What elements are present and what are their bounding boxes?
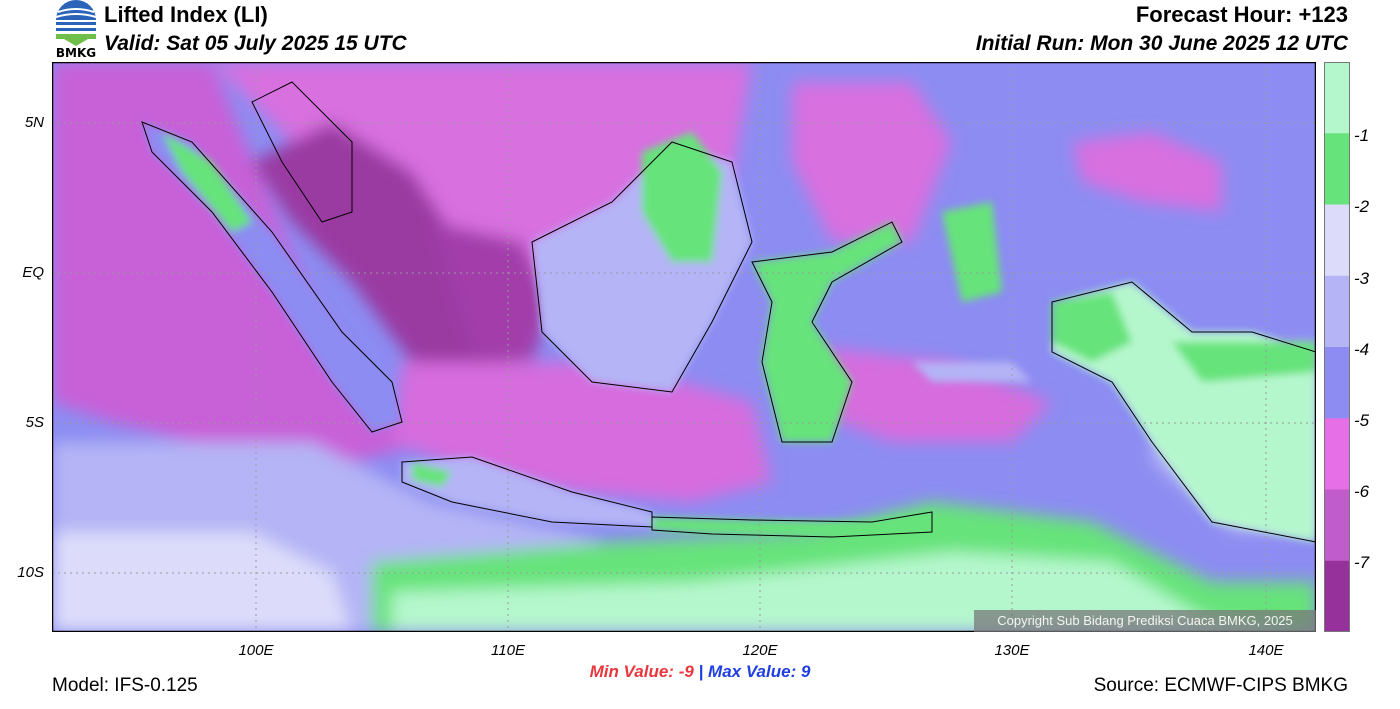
forecast-hour: Forecast Hour: +123 bbox=[1135, 2, 1348, 27]
max-value: 9 bbox=[800, 662, 811, 681]
lat-label-10s: 10S bbox=[17, 564, 44, 581]
colorbar-label: -2 bbox=[1354, 197, 1370, 216]
min-max-values: Min Value: -9 | Max Value: 9 bbox=[0, 662, 1400, 682]
copyright-notice: Copyright Sub Bidang Prediksi Cuaca BMKG… bbox=[974, 610, 1316, 632]
lon-label-130e: 130E bbox=[994, 642, 1030, 659]
bmkg-logo-icon bbox=[55, 0, 97, 46]
min-value: -9 bbox=[678, 662, 694, 681]
colorbar-label: -1 bbox=[1354, 126, 1370, 145]
lon-label-100e: 100E bbox=[238, 642, 274, 659]
lat-label-eq: EQ bbox=[22, 264, 44, 281]
colorbar-swatch bbox=[1324, 560, 1350, 632]
colorbar-swatch bbox=[1324, 133, 1350, 205]
colorbar-swatch bbox=[1324, 204, 1350, 277]
max-value-label: Max Value: bbox=[708, 662, 797, 681]
initial-run: Initial Run: Mon 30 June 2025 12 UTC bbox=[975, 32, 1348, 55]
model-label: Model: IFS-0.125 bbox=[52, 675, 198, 696]
bmkg-logo: BMKG bbox=[52, 0, 100, 62]
valid-time: Valid: Sat 05 July 2025 15 UTC bbox=[104, 32, 407, 55]
logo-text: BMKG bbox=[55, 46, 97, 60]
lat-label-5s: 5S bbox=[25, 414, 44, 431]
colorbar-label: -4 bbox=[1354, 340, 1370, 359]
lat-label-5n: 5N bbox=[24, 114, 44, 131]
map-frame bbox=[52, 62, 1316, 632]
colorbar-swatch bbox=[1324, 347, 1350, 419]
coastlines bbox=[141, 81, 1316, 543]
graticule bbox=[52, 62, 1316, 632]
colorbar-label: -7 bbox=[1354, 553, 1370, 572]
min-max-separator: | bbox=[698, 662, 704, 681]
colorbar-swatch bbox=[1324, 489, 1350, 562]
lon-label-110e: 110E bbox=[491, 642, 525, 659]
land-masses bbox=[142, 122, 1316, 542]
colorbar bbox=[1324, 62, 1350, 632]
colorbar-swatch bbox=[1324, 62, 1350, 134]
source-label: Source: ECMWF-CIPS BMKG bbox=[1093, 675, 1348, 696]
min-value-label: Min Value: bbox=[589, 662, 674, 681]
colorbar-label: -5 bbox=[1354, 411, 1370, 430]
colorbar-label: -3 bbox=[1354, 269, 1370, 288]
colorbar-swatch bbox=[1324, 275, 1350, 348]
lon-label-120e: 120E bbox=[742, 642, 778, 659]
lifted-index-map bbox=[52, 62, 1316, 632]
colorbar-label: -6 bbox=[1354, 482, 1370, 501]
map-title: Lifted Index (LI) bbox=[104, 2, 268, 27]
colorbar-swatch bbox=[1324, 418, 1350, 490]
lon-label-140e: 140E bbox=[1248, 642, 1284, 659]
